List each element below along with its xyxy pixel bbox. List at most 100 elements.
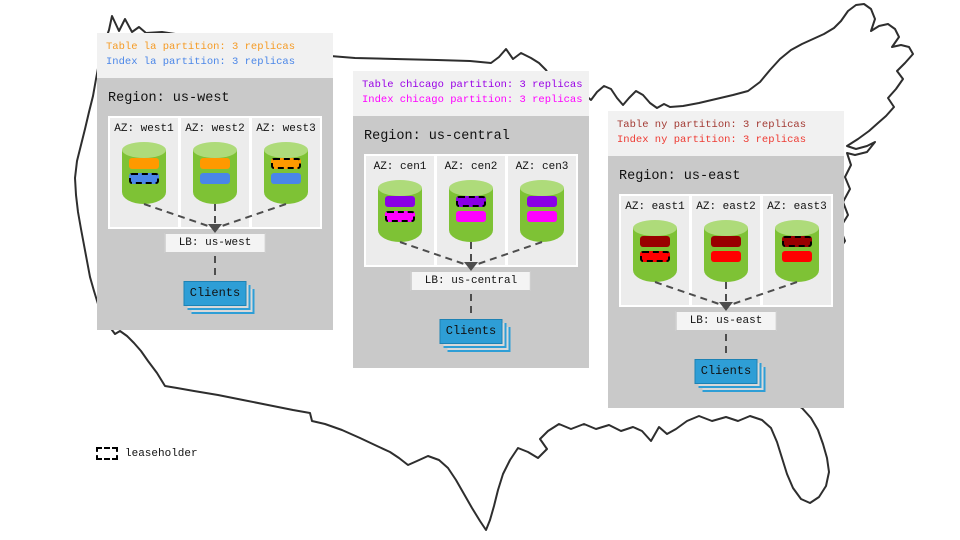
az1-to-lb-line <box>654 281 723 306</box>
table-replica-bar <box>782 236 812 247</box>
az3-to-lb-line <box>729 281 798 306</box>
replica-bars <box>200 158 230 184</box>
index-partition-note: Index chicago partition: 3 replicas <box>362 94 583 106</box>
load-balancer-box: LB: us-east <box>675 311 777 331</box>
az-label: AZ: east1 <box>625 201 685 213</box>
az-column: AZ: east2 <box>692 196 760 305</box>
replica-bars <box>711 236 741 262</box>
database-cylinder-icon <box>264 142 308 204</box>
database-cylinder-icon <box>122 142 166 204</box>
az3-to-lb-line <box>218 203 287 228</box>
cylinder-cap <box>378 180 422 196</box>
cylinder-cap <box>193 142 237 158</box>
az-row: AZ: west1 AZ: west2 <box>108 116 322 229</box>
index-partition-note: Index ny partition: 3 replicas <box>617 134 807 146</box>
connector-lines <box>143 203 287 280</box>
replica-bars <box>271 158 301 184</box>
partition-callout: Table chicago partition: 3 replicas Inde… <box>353 71 589 116</box>
table-replica-bar <box>129 158 159 169</box>
az-column: AZ: cen1 <box>366 156 434 265</box>
az-column: AZ: cen2 <box>437 156 505 265</box>
az-label: AZ: cen1 <box>373 161 427 173</box>
az-label: AZ: west1 <box>114 123 174 135</box>
table-partition-note: Table ny partition: 3 replicas <box>617 119 807 131</box>
az-column: AZ: west1 <box>110 118 178 227</box>
replica-bars <box>129 158 159 184</box>
az1-to-lb-line <box>399 241 468 266</box>
clients-box: Clients <box>183 281 247 306</box>
arrowhead-icon <box>719 302 733 311</box>
region-group: Table ny partition: 3 replicas Index ny … <box>608 111 844 408</box>
region-box: Region: us-west AZ: west1 AZ: west2 <box>97 78 333 330</box>
cylinder-cap <box>775 220 819 236</box>
cylinder-cap <box>704 220 748 236</box>
load-balancer-box: LB: us-central <box>410 271 532 291</box>
index-replica-bar <box>385 211 415 222</box>
database-cylinder-icon <box>633 220 677 282</box>
cylinder-cap <box>264 142 308 158</box>
partition-callout: Table la partition: 3 replicas Index la … <box>97 33 333 78</box>
az-row: AZ: cen1 AZ: cen2 <box>364 154 578 267</box>
replica-bars <box>527 196 557 222</box>
leaseholder-swatch-icon <box>96 447 118 460</box>
az-column: AZ: east3 <box>763 196 831 305</box>
az-column: AZ: west2 <box>181 118 249 227</box>
cylinder-cap <box>520 180 564 196</box>
az-label: AZ: east2 <box>696 201 756 213</box>
database-cylinder-icon <box>775 220 819 282</box>
table-replica-bar <box>385 196 415 207</box>
replica-bars <box>385 196 415 222</box>
index-replica-bar <box>527 211 557 222</box>
replica-bars <box>456 196 486 222</box>
az-label: AZ: west2 <box>185 123 245 135</box>
table-replica-bar <box>640 236 670 247</box>
index-replica-bar <box>456 211 486 222</box>
table-replica-bar <box>200 158 230 169</box>
database-cylinder-icon <box>193 142 237 204</box>
table-replica-bar <box>271 158 301 169</box>
region-group: Table la partition: 3 replicas Index la … <box>97 33 333 330</box>
cylinder-cap <box>633 220 677 236</box>
index-partition-note: Index la partition: 3 replicas <box>106 56 296 68</box>
cylinder-cap <box>449 180 493 196</box>
database-cylinder-icon <box>704 220 748 282</box>
table-replica-bar <box>527 196 557 207</box>
index-replica-bar <box>640 251 670 262</box>
database-cylinder-icon <box>520 180 564 242</box>
region-title: Region: us-east <box>619 169 741 184</box>
cylinder-cap <box>122 142 166 158</box>
region-box: Region: us-east AZ: east1 AZ: east2 <box>608 156 844 408</box>
leaseholder-label: leaseholder <box>125 447 198 460</box>
partition-callout: Table ny partition: 3 replicas Index ny … <box>608 111 844 156</box>
index-replica-bar <box>711 251 741 262</box>
region-title: Region: us-west <box>108 91 230 106</box>
table-replica-bar <box>456 196 486 207</box>
database-cylinder-icon <box>449 180 493 242</box>
az-column: AZ: west3 <box>252 118 320 227</box>
az-column: AZ: cen3 <box>508 156 576 265</box>
region-group: Table chicago partition: 3 replicas Inde… <box>353 71 589 368</box>
az-label: AZ: west3 <box>256 123 316 135</box>
az3-to-lb-line <box>474 241 543 266</box>
load-balancer-box: LB: us-west <box>164 233 266 253</box>
az1-to-lb-line <box>143 203 212 228</box>
index-replica-bar <box>782 251 812 262</box>
region-title: Region: us-central <box>364 129 510 144</box>
region-box: Region: us-central AZ: cen1 AZ: cen2 <box>353 116 589 368</box>
az-label: AZ: east3 <box>767 201 827 213</box>
clients-box: Clients <box>439 319 503 344</box>
table-replica-bar <box>711 236 741 247</box>
replica-bars <box>640 236 670 262</box>
index-replica-bar <box>129 173 159 184</box>
database-cylinder-icon <box>378 180 422 242</box>
arrowhead-icon <box>464 262 478 271</box>
table-partition-note: Table chicago partition: 3 replicas <box>362 79 583 91</box>
connector-lines <box>654 281 798 358</box>
connector-lines <box>399 241 543 318</box>
arrowhead-icon <box>208 224 222 233</box>
az-label: AZ: cen2 <box>444 161 498 173</box>
clients-box: Clients <box>694 359 758 384</box>
table-partition-note: Table la partition: 3 replicas <box>106 41 296 53</box>
index-replica-bar <box>271 173 301 184</box>
az-label: AZ: cen3 <box>515 161 569 173</box>
